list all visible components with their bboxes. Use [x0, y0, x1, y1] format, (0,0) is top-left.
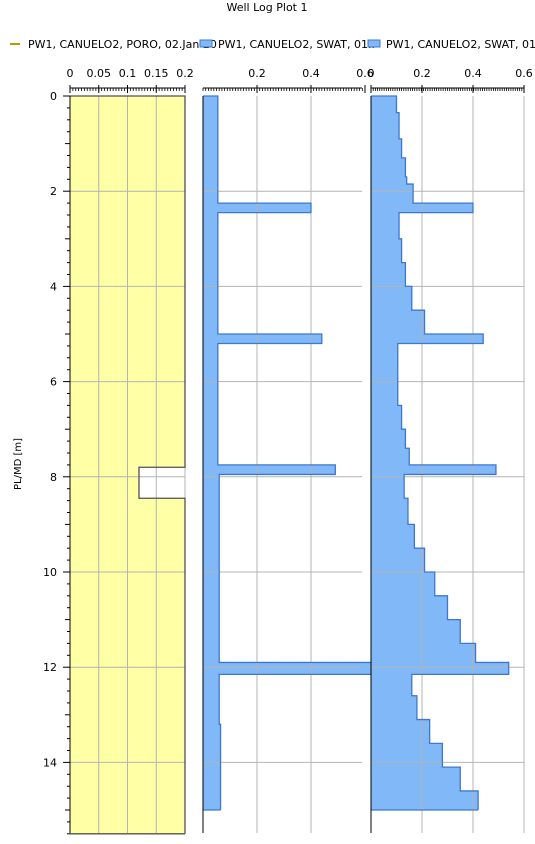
tracks: 0 0.05 0.1 0.15 0.2 0.2 0.4 0.60 0.2 0.4 0.6 [67, 67, 533, 835]
x-tick-label: 0.05 [87, 67, 112, 80]
log-curve [203, 95, 374, 810]
x-tick-label: 0 [368, 67, 375, 80]
legend-swatch [367, 39, 381, 48]
y-tick-label: 12 [43, 661, 57, 674]
x-tick-label: 0.6 [515, 67, 533, 80]
legend-swatch [199, 39, 213, 48]
log-curve [371, 95, 510, 810]
y-axis: 0 2 4 6 8 10 12 14 [43, 90, 71, 835]
x-tick-label: 0.2 [248, 67, 266, 80]
track-poro: 0 0.05 0.1 0.15 0.2 [67, 67, 194, 835]
track-swat2: 0 0.2 0.4 0.6 [368, 67, 533, 833]
log-curve [70, 95, 186, 834]
y-tick-label: 6 [50, 376, 57, 389]
x-tick-label: 0.4 [302, 67, 320, 80]
y-tick-label: 8 [50, 471, 57, 484]
y-tick-label: 14 [43, 756, 57, 769]
x-tick-label: 0.4 [464, 67, 482, 80]
legend-entry-swat1: PW1, CANUELO2, SWAT, 01.. [218, 38, 375, 51]
y-tick-label: 10 [43, 566, 57, 579]
y-axis-label: PL/MD [m] [13, 438, 24, 490]
y-tick-label: 2 [50, 185, 57, 198]
legend-entry-swat2: PW1, CANUELO2, SWAT, 01.. [386, 38, 535, 51]
x-tick-label: 0.2 [176, 67, 194, 80]
legend: PW1, CANUELO2, PORO, 02.Jan 20 PW1, CANUE… [10, 38, 535, 51]
legend-entry-poro: PW1, CANUELO2, PORO, 02.Jan 20 [28, 38, 217, 51]
track-swat1: 0.2 0.4 0.6 [202, 67, 374, 833]
x-tick-label: 0.2 [413, 67, 431, 80]
x-tick-label: 0 [67, 67, 74, 80]
x-tick-label: 0.15 [144, 67, 169, 80]
y-tick-label: 0 [50, 90, 57, 103]
x-tick-label: 0.1 [119, 67, 137, 80]
x-tick-label: 0.6 [356, 67, 374, 80]
chart-title: Well Log Plot 1 [227, 1, 308, 14]
y-tick-label: 4 [50, 280, 57, 293]
